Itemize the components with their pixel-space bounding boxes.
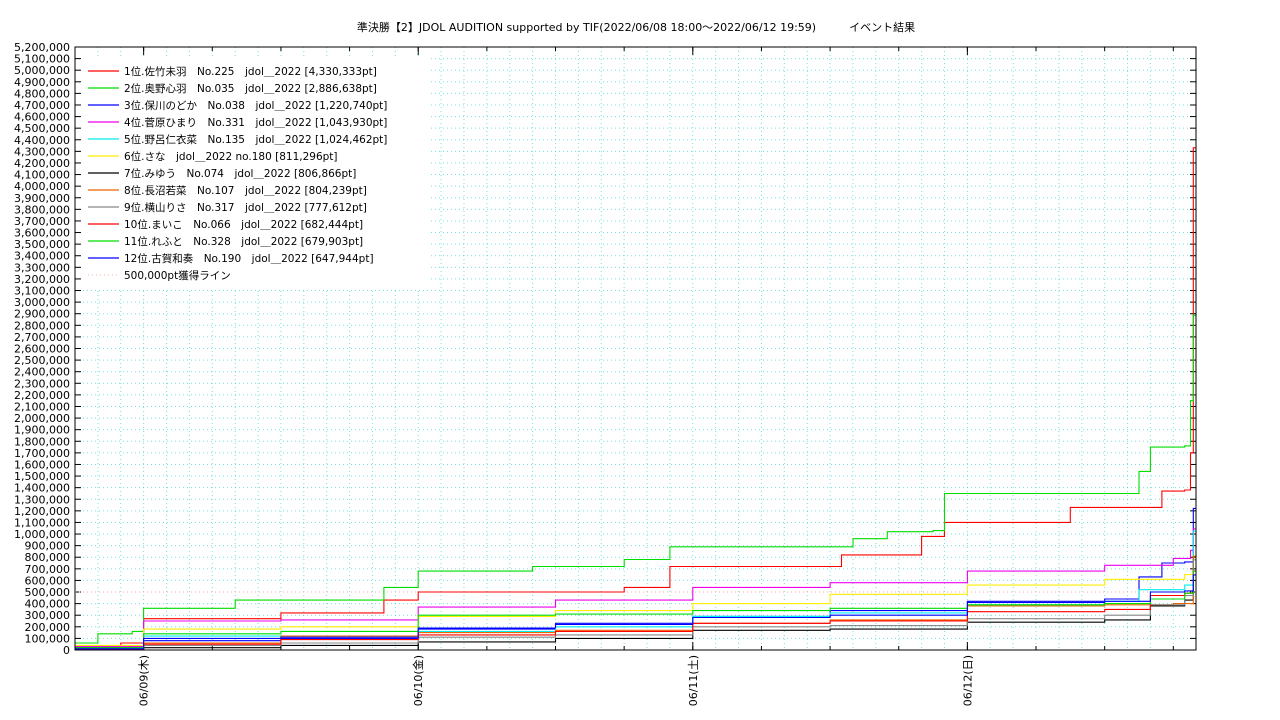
- y-tick-label: 3,800,000: [14, 203, 70, 216]
- legend-label: 10位.まいこ No.066 jdol＿2022 [682,444pt]: [124, 218, 363, 231]
- y-tick-label: 4,100,000: [14, 169, 70, 182]
- y-tick-label: 3,600,000: [14, 227, 70, 240]
- legend-label: 7位.みゆう No.074 jdol＿2022 [806,866pt]: [124, 167, 356, 180]
- y-tick-label: 3,700,000: [14, 215, 70, 228]
- y-tick-label: 2,200,000: [14, 389, 70, 402]
- y-tick-label: 0: [63, 644, 70, 657]
- y-tick-label: 1,100,000: [14, 516, 70, 529]
- y-tick-label: 1,000,000: [14, 528, 70, 541]
- series-line-11: [75, 570, 1196, 649]
- x-tick-label: 06/09(木): [138, 655, 151, 706]
- y-tick-label: 4,500,000: [14, 122, 70, 135]
- x-tick-label: 06/12(日): [961, 655, 974, 706]
- y-tick-label: 4,000,000: [14, 180, 70, 193]
- x-tick-label: 06/10(金): [411, 655, 425, 706]
- y-tick-label: 1,700,000: [14, 447, 70, 460]
- series-line-2: [75, 314, 1196, 644]
- y-tick-label: 2,100,000: [14, 400, 70, 413]
- chart-title: 準決勝【2】JDOL AUDITION supported by TIF(202…: [356, 21, 916, 34]
- series-line-6: [75, 555, 1196, 646]
- y-tick-label: 4,600,000: [14, 111, 70, 124]
- y-tick-label: 2,500,000: [14, 354, 70, 367]
- legend-label: 4位.菅原ひまり No.331 jdol＿2022 [1,043,930pt]: [124, 116, 387, 129]
- y-tick-label: 5,000,000: [14, 64, 70, 77]
- legend-label: 9位.横山りさ No.317 jdol＿2022 [777,612pt]: [124, 201, 367, 214]
- legend-label: 12位.古賀和奏 No.190 jdol＿2022 [647,944pt]: [124, 252, 374, 265]
- y-tick-label: 1,200,000: [14, 505, 70, 518]
- y-tick-label: 2,900,000: [14, 308, 70, 321]
- y-tick-label: 3,500,000: [14, 238, 70, 251]
- y-tick-label: 2,800,000: [14, 319, 70, 332]
- y-tick-label: 600,000: [25, 574, 71, 587]
- legend-box: [82, 58, 430, 290]
- y-tick-label: 1,900,000: [14, 424, 70, 437]
- y-tick-label: 300,000: [25, 609, 71, 622]
- y-tick-label: 4,800,000: [14, 87, 70, 100]
- y-tick-label: 2,000,000: [14, 412, 70, 425]
- y-tick-label: 2,400,000: [14, 366, 70, 379]
- y-tick-label: 400,000: [25, 598, 71, 611]
- y-tick-label: 4,400,000: [14, 134, 70, 147]
- legend-label: 1位.佐竹未羽 No.225 jdol＿2022 [4,330,333pt]: [124, 65, 377, 78]
- y-tick-label: 100,000: [25, 632, 71, 645]
- y-tick-label: 200,000: [25, 621, 71, 634]
- y-tick-label: 3,100,000: [14, 285, 70, 298]
- legend-label: 8位.長沼若菜 No.107 jdol＿2022 [804,239pt]: [124, 184, 367, 197]
- series-line-12: [75, 574, 1196, 650]
- y-tick-label: 700,000: [25, 563, 71, 576]
- y-tick-label: 500,000: [25, 586, 71, 599]
- y-tick-label: 2,600,000: [14, 343, 70, 356]
- legend-label: 6位.さな jdol＿2022 no.180 [811,296pt]: [124, 150, 338, 163]
- plot-frame: [74, 46, 1197, 651]
- y-tick-label: 3,200,000: [14, 273, 70, 286]
- y-tick-label: 900,000: [25, 540, 71, 553]
- series-line-4: [75, 528, 1196, 648]
- y-tick-label: 3,000,000: [14, 296, 70, 309]
- y-tick-label: 1,800,000: [14, 435, 70, 448]
- y-tick-label: 5,200,000: [14, 41, 70, 54]
- y-tick-label: 3,300,000: [14, 261, 70, 274]
- y-tick-label: 2,300,000: [14, 377, 70, 390]
- y-tick-label: 3,400,000: [14, 250, 70, 263]
- y-tick-label: 4,700,000: [14, 99, 70, 112]
- y-tick-label: 1,600,000: [14, 458, 70, 471]
- y-tick-label: 1,300,000: [14, 493, 70, 506]
- y-tick-label: 2,700,000: [14, 331, 70, 344]
- y-tick-label: 3,900,000: [14, 192, 70, 205]
- legend-label: 11位.れふと No.328 jdol＿2022 [679,903pt]: [124, 235, 363, 248]
- y-tick-label: 4,200,000: [14, 157, 70, 170]
- y-tick-label: 1,500,000: [14, 470, 70, 483]
- legend-label: 3位.保川のどか No.038 jdol＿2022 [1,220,740pt]: [124, 99, 387, 112]
- legend-label: 500,000pt獲得ライン: [124, 269, 231, 282]
- y-tick-label: 4,900,000: [14, 76, 70, 89]
- x-tick-label: 06/11(土): [687, 655, 700, 706]
- y-tick-label: 1,400,000: [14, 482, 70, 495]
- series-line-3: [75, 507, 1196, 649]
- series-line-1: [75, 147, 1196, 649]
- y-tick-label: 4,300,000: [14, 145, 70, 158]
- legend-label: 5位.野呂仁衣菜 No.135 jdol＿2022 [1,024,462pt]: [124, 133, 387, 146]
- y-tick-label: 5,100,000: [14, 53, 70, 66]
- legend-label: 2位.奥野心羽 No.035 jdol＿2022 [2,886,638pt]: [124, 82, 377, 95]
- y-tick-label: 800,000: [25, 551, 71, 564]
